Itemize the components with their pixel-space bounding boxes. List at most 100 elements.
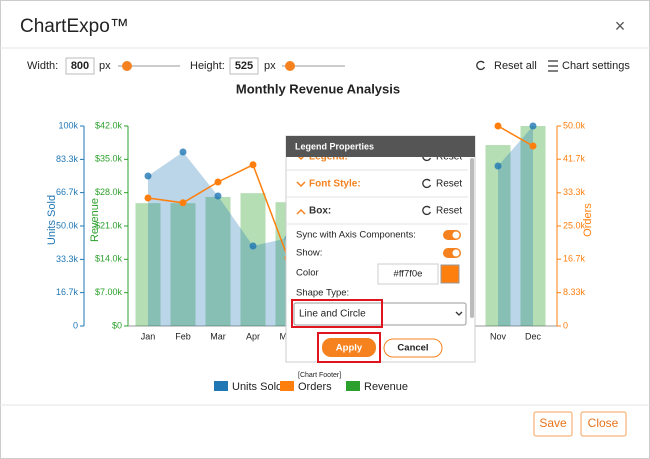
bar <box>205 196 231 326</box>
y-tick-label: 0 <box>563 320 568 330</box>
chevron <box>296 181 306 188</box>
chart-settings[interactable]: Chart settings <box>562 60 630 72</box>
chart: Monthly Revenue Analysis 0 16.7k 33.3k 50.0k… <box>46 81 594 392</box>
point <box>529 142 537 150</box>
option-label: Show: <box>296 248 322 259</box>
width-value: 800 <box>71 60 89 72</box>
apply-label: Apply <box>336 343 363 354</box>
bar <box>240 193 266 326</box>
width-input[interactable] <box>65 57 95 75</box>
point <box>494 162 502 170</box>
bar <box>520 126 546 326</box>
x-tick-label: Apr <box>246 331 260 341</box>
y-tick-label: $21.0k <box>95 220 123 230</box>
color-input[interactable] <box>377 263 439 285</box>
point <box>179 148 187 156</box>
bar <box>170 203 196 326</box>
line <box>497 125 534 147</box>
width-label: Width: <box>27 60 58 72</box>
point <box>249 161 257 169</box>
height-value: 525 <box>235 60 253 72</box>
section-reset[interactable]: Reset <box>436 206 462 217</box>
reset-icon <box>422 205 432 216</box>
y-tick-label: 66.7k <box>56 187 79 197</box>
legend-label[interactable]: Revenue <box>364 381 408 393</box>
bar <box>485 145 511 326</box>
y-tick-label: 25.0k <box>563 220 586 230</box>
point <box>179 199 187 207</box>
y-tick-label: 50.0k <box>563 120 586 130</box>
shape-label: Shape Type: <box>296 288 349 299</box>
legend-label[interactable]: Units Sold <box>232 381 282 393</box>
save-label: Save <box>539 416 567 430</box>
y-tick-label: 8.33k <box>563 287 586 297</box>
ui: ChartExpo™ × Width: 800 px Height: 525 px Reset … <box>20 16 630 437</box>
chart-footer-note: [Chart Footer] <box>298 372 341 379</box>
popup-header <box>286 136 475 157</box>
x-tick-label: Jan <box>141 331 156 341</box>
highlight-box <box>291 299 383 328</box>
shape-select[interactable] <box>293 302 467 326</box>
scrollbar[interactable] <box>470 158 474 318</box>
cancel-label: Cancel <box>397 343 428 354</box>
axis-title: Revenue <box>89 198 101 242</box>
height-input[interactable] <box>229 57 259 75</box>
y-tick-label: 16.7k <box>563 254 586 264</box>
reset-icon <box>422 178 432 189</box>
y-tick-label: 100k <box>58 120 78 130</box>
popup-title: Legend Properties <box>295 141 374 151</box>
save-button[interactable] <box>533 411 573 437</box>
point <box>214 192 222 200</box>
point <box>144 172 152 180</box>
reset-icon <box>476 60 486 71</box>
toggle-knob <box>452 249 460 257</box>
reset-all[interactable]: Reset all <box>494 60 537 72</box>
section-label[interactable]: Box: <box>309 206 331 217</box>
y-tick-label: 0 <box>73 320 78 330</box>
height-unit: px <box>264 60 276 72</box>
shape-value: Line and Circle <box>299 309 366 320</box>
app-title: ChartExpo™ <box>20 16 129 37</box>
highlight-box <box>317 332 381 363</box>
color-swatch[interactable] <box>440 264 460 284</box>
y-tick-label: 33.3k <box>563 187 586 197</box>
point <box>494 122 502 130</box>
section-label[interactable]: Legend: <box>309 152 348 163</box>
y-tick-label: $35.0k <box>95 154 123 164</box>
axis-title: Units Sold <box>46 195 58 245</box>
chart-title: Monthly Revenue Analysis <box>236 81 400 96</box>
legend-swatch <box>214 381 228 391</box>
y-tick-label: $28.0k <box>95 187 123 197</box>
width-knob[interactable] <box>122 61 132 71</box>
color-value: #ff7f0e <box>394 269 423 280</box>
legend-popup: Legend: Reset Font Style: Reset Box: Reset Leg… <box>285 135 476 363</box>
close-icon[interactable]: × <box>615 16 626 36</box>
y-tick-label: $7.00k <box>95 287 123 297</box>
y-tick-label: $14.0k <box>95 254 123 264</box>
close-label: Close <box>588 416 619 430</box>
select-chevron <box>455 311 463 316</box>
point <box>214 178 222 186</box>
settings-icon <box>548 60 558 72</box>
y-tick-label: $0 <box>112 320 122 330</box>
height-knob[interactable] <box>285 61 295 71</box>
close-button[interactable] <box>580 411 627 437</box>
legend-swatch <box>280 381 294 391</box>
y-tick-label: $42.0k <box>95 120 123 130</box>
y-tick-label: 33.3k <box>56 254 79 264</box>
area <box>148 152 288 326</box>
section-reset[interactable]: Reset <box>436 179 462 190</box>
bar <box>135 203 161 326</box>
chevron <box>296 208 306 215</box>
point <box>249 242 257 250</box>
cancel-button[interactable] <box>383 338 443 358</box>
height-label: Height: <box>190 60 225 72</box>
x-tick-label: Nov <box>490 331 507 341</box>
width-unit: px <box>99 60 111 72</box>
section-label[interactable]: Font Style: <box>309 179 361 190</box>
legend-label[interactable]: Orders <box>298 381 332 393</box>
apply-button[interactable] <box>322 338 376 357</box>
section-reset[interactable]: Reset <box>436 152 462 163</box>
x-tick-label: Mar <box>210 331 226 341</box>
area <box>498 126 533 326</box>
